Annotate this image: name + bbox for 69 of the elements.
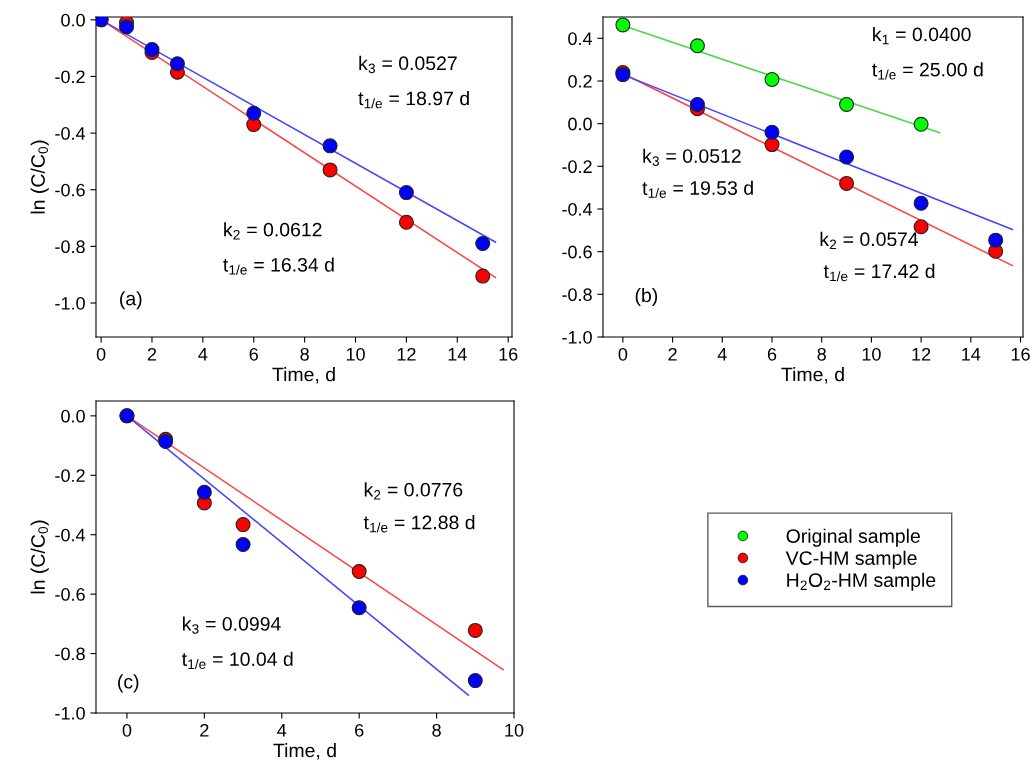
x-axis-title: Time, d (272, 367, 335, 384)
x-tick-label: 4 (277, 724, 287, 737)
annotation: t$_{1/e}$ = 25.00 d (872, 62, 983, 80)
y-tick-label: -0.4 (562, 202, 593, 216)
x-tick-label: 4 (717, 348, 727, 361)
x-tick-label: 6 (767, 347, 777, 361)
x-tick-label: 2 (668, 347, 677, 361)
annotation: t$_{1/e}$ = 19.53 d (642, 180, 753, 198)
y-axis-title: ln (C/C$_{0}$) (30, 520, 49, 594)
y-tick-label: 0.2 (568, 74, 592, 88)
x-tick-label: 2 (147, 347, 157, 361)
y-tick-label: -0.8 (55, 240, 85, 254)
annotation: k$_{3}$ = 0.0994 (183, 616, 281, 634)
x-tick-label: 10 (862, 347, 881, 361)
x-tick-label: 10 (505, 723, 524, 737)
annotation: k$_{3}$ = 0.0527 (359, 55, 457, 74)
y-tick-label: -0.4 (55, 528, 86, 542)
annotation: k$_{3}$ = 0.0512 (643, 148, 741, 166)
x-axis-title: Time, d (781, 367, 844, 384)
y-tick-label: -0.8 (55, 647, 85, 661)
annotation: k$_{1}$ = 0.0400 (873, 27, 971, 45)
x-tick-label: 12 (397, 347, 416, 361)
y-tick-label: -1.0 (55, 706, 85, 720)
y-tick-label: 0.4 (568, 32, 593, 46)
annotation: (a) (120, 291, 142, 310)
x-tick-label: 8 (817, 347, 826, 361)
annotation: k$_{2}$ = 0.0612 (224, 222, 322, 240)
annotation: t$_{1/e}$ = 17.42 d (823, 263, 935, 282)
x-tick-label: 10 (346, 347, 365, 361)
x-tick-label: 14 (962, 348, 981, 361)
annotation: t$_{1/e}$ = 10.04 d (181, 651, 293, 670)
x-tick-label: 12 (912, 347, 931, 361)
x-tick-label: 2 (200, 723, 209, 737)
y-tick-label: 0.0 (61, 13, 85, 27)
annotation: k$_{2}$ = 0.0574 (820, 231, 919, 250)
x-tick-label: 0 (96, 347, 106, 361)
y-tick-label: -0.6 (55, 588, 85, 601)
y-axis-title: ln (C/C$_{0}$) (30, 140, 49, 214)
annotation: (b) (635, 287, 658, 307)
y-tick-label: 0.0 (568, 117, 592, 131)
x-tick-label: 16 (1011, 347, 1030, 361)
legend-label: H$_{2}$O$_{2}$-HM sample (787, 572, 936, 591)
y-tick-label: -0.4 (55, 127, 86, 140)
x-tick-label: 0 (122, 723, 132, 737)
legend-label: Original sample (786, 528, 920, 547)
x-axis-title: Time, d (273, 743, 336, 760)
x-tick-label: 16 (499, 347, 518, 361)
x-tick-label: 4 (198, 348, 208, 361)
annotation: (c) (118, 674, 139, 693)
x-tick-label: 8 (300, 347, 309, 361)
y-tick-label: -0.2 (55, 70, 85, 84)
y-tick-label: -0.6 (55, 183, 85, 197)
y-tick-label: -1.0 (562, 330, 592, 344)
x-tick-label: 0 (618, 347, 628, 361)
annotation: t$_{1/e}$ = 12.88 d (363, 515, 475, 533)
x-tick-label: 6 (355, 723, 364, 737)
y-tick-label: -0.6 (562, 245, 592, 259)
legend-label: VC-HM sample (785, 550, 917, 569)
y-tick-label: -1.0 (55, 296, 85, 310)
x-tick-label: 14 (448, 348, 467, 361)
y-tick-label: 0.0 (61, 409, 85, 423)
y-tick-label: -0.2 (562, 160, 592, 174)
annotation: k$_{2}$ = 0.0776 (364, 482, 463, 500)
annotation: t$_{1/e}$ = 16.34 d (223, 257, 334, 275)
annotation: t$_{1/e}$ = 18.97 d (358, 91, 469, 109)
y-tick-label: -0.2 (55, 469, 85, 483)
x-tick-label: 6 (249, 347, 258, 361)
x-tick-label: 8 (432, 723, 441, 737)
y-tick-label: -0.8 (562, 288, 592, 302)
